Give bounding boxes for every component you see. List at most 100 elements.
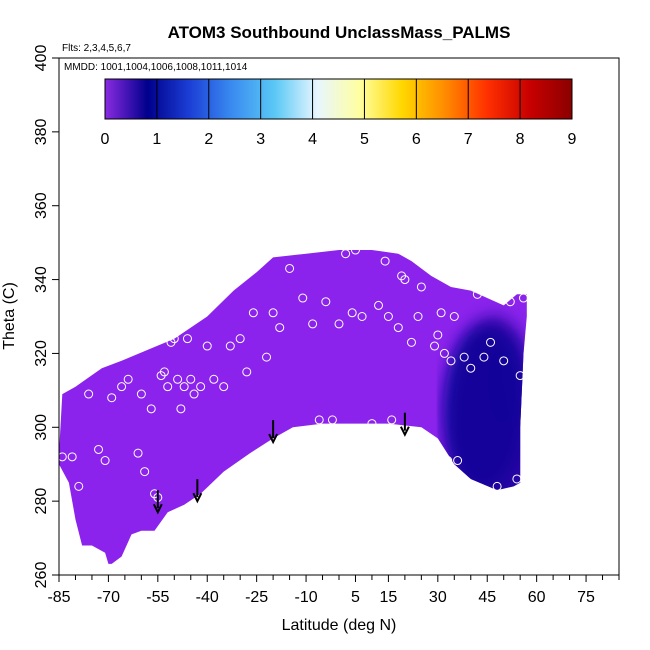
x-tick-label: 15 (380, 589, 398, 606)
observation-point (209, 374, 219, 384)
observation-point (133, 448, 143, 458)
observation-point (367, 419, 377, 429)
x-tick-label: 75 (577, 589, 595, 606)
colorbar-ticks: 0 1 2 3 4 5 6 7 8 9 (101, 79, 577, 148)
observation-point (416, 282, 426, 292)
observation-point (446, 356, 456, 366)
colorbar-tick-label: 1 (152, 131, 161, 148)
observation-point (341, 249, 351, 259)
observation-point (242, 367, 252, 377)
x-axis: -85 -70 -55 -40 -25 -10 5 15 30 45 60 75 (47, 574, 620, 606)
observation-point (173, 374, 183, 384)
observation-point (100, 456, 110, 466)
observation-point (186, 374, 196, 384)
observation-point (374, 300, 384, 310)
observation-point (225, 341, 235, 351)
observation-point (74, 481, 84, 491)
observation-point (59, 452, 67, 462)
x-tick-label: 5 (351, 589, 360, 606)
colorbar-tick-label: 2 (204, 131, 213, 148)
observation-point (443, 456, 453, 466)
observation-point (169, 334, 179, 344)
x-tick-label: -55 (146, 589, 169, 606)
x-tick-label: -70 (97, 589, 120, 606)
observation-point (176, 404, 186, 414)
observation-point (291, 245, 301, 255)
observation-point (94, 444, 104, 454)
colorbar-gradient (104, 78, 573, 120)
observation-point (486, 337, 496, 347)
observation-point (268, 308, 278, 318)
flight-arrow (192, 479, 203, 504)
colorbar-tick-label: 4 (308, 131, 317, 148)
observation-point (84, 389, 94, 399)
observation-point (393, 323, 403, 333)
observation-point (308, 319, 318, 329)
colorbar-tick-label: 9 (568, 131, 577, 148)
observation-point (275, 323, 285, 333)
observation-point (449, 312, 459, 321)
observation-point (439, 348, 449, 358)
x-tick-label: 60 (528, 589, 546, 606)
observation-point (350, 245, 360, 255)
x-tick-label: 30 (429, 589, 447, 606)
observation-point (423, 437, 433, 447)
flight-arrows (152, 412, 410, 515)
y-tick-label: 400 (33, 45, 50, 72)
observation-point (67, 452, 77, 462)
y-tick-label: 320 (33, 340, 50, 367)
y-axis: 260 280 300 320 340 360 380 400 (33, 45, 60, 588)
x-tick-label: -25 (245, 589, 268, 606)
observation-point (383, 312, 393, 321)
y-tick-label: 380 (33, 118, 50, 145)
flights-note: Flts: 2,3,4,5,6,7 (62, 43, 131, 54)
observation-points (59, 245, 528, 502)
observation-point (512, 474, 522, 484)
high-value-region (444, 316, 527, 539)
observation-point (347, 308, 357, 318)
x-tick-label: -85 (47, 589, 70, 606)
observation-point (298, 293, 308, 303)
x-tick-label: -40 (196, 589, 219, 606)
colorbar-tick-label: 5 (360, 131, 369, 148)
observation-point (387, 415, 397, 425)
observation-point (472, 289, 482, 299)
observation-point (413, 312, 423, 321)
y-tick-label: 300 (33, 414, 50, 441)
observation-point (321, 297, 331, 307)
flight-arrow (399, 412, 410, 437)
colorbar-tick-label: 3 (256, 131, 265, 148)
y-axis-label: Theta (C) (1, 282, 18, 350)
observation-point (159, 367, 169, 377)
observation-point (380, 256, 390, 266)
observation-point (123, 374, 133, 384)
observation-point (453, 456, 463, 466)
observation-point (196, 382, 206, 392)
observation-point (163, 382, 173, 392)
colorbar-tick-label: 6 (412, 131, 421, 148)
observation-point (327, 415, 337, 425)
flight-arrow (268, 420, 279, 445)
flight-arrow (152, 490, 163, 515)
observation-point (146, 404, 156, 414)
observation-point (357, 312, 367, 321)
observation-point (235, 334, 245, 344)
observation-point (505, 297, 515, 307)
colorbar-tick-label: 7 (464, 131, 473, 148)
observation-point (136, 389, 146, 399)
observation-point (117, 382, 127, 392)
observation-point (515, 371, 525, 381)
y-tick-label: 280 (33, 488, 50, 515)
colorbar: 0 1 2 3 4 5 6 7 8 9 (101, 78, 577, 148)
observation-point (430, 341, 440, 351)
colorbar-tick-label: 8 (516, 131, 525, 148)
observation-point (459, 352, 469, 362)
observation-point (107, 393, 117, 403)
y-tick-label: 360 (33, 192, 50, 219)
x-axis-label: Latitude (deg N) (282, 617, 397, 634)
observation-point (219, 382, 229, 392)
observation-point (182, 334, 192, 344)
observation-point (492, 481, 502, 491)
observation-point (255, 448, 265, 458)
